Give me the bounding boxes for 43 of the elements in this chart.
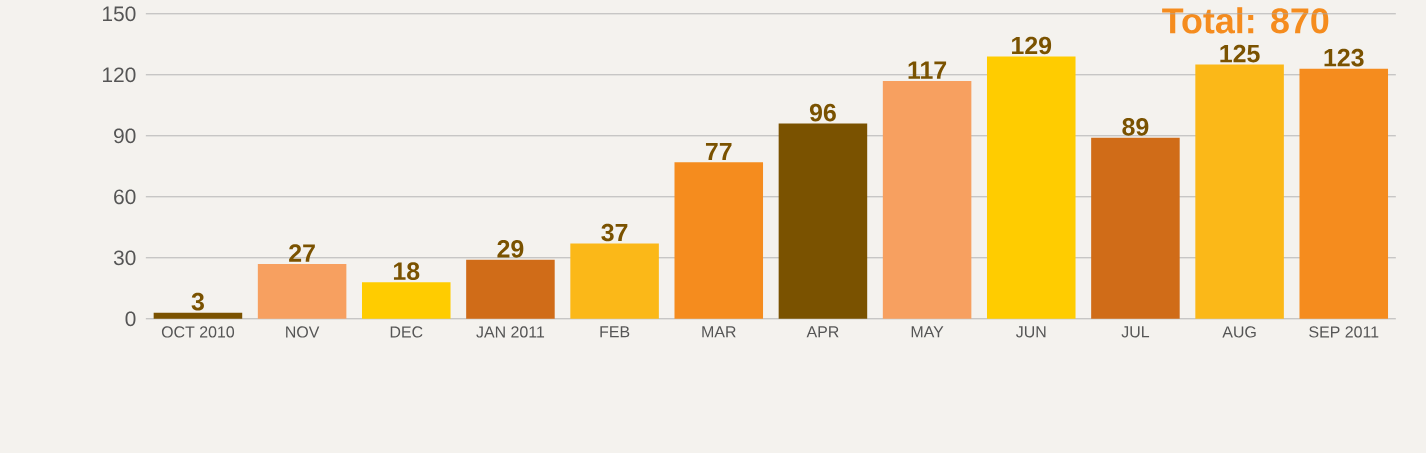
bar (1299, 68, 1389, 319)
bar (361, 282, 451, 319)
y-tick-label: 150 (103, 6, 136, 22)
x-tick-label: JUN (1016, 326, 1046, 338)
y-tick-label: 30 (113, 250, 136, 266)
data-label: 117 (908, 61, 947, 79)
data-label: 123 (1324, 48, 1364, 67)
x-tick-label: NOV (286, 326, 320, 338)
x-tick-label: MAR (702, 326, 736, 338)
x-tick-label: MAY (911, 326, 944, 338)
bar (257, 263, 347, 319)
data-label: 77 (705, 142, 732, 161)
y-tick-label: 0 (125, 311, 136, 327)
y-tick-label: 60 (114, 189, 136, 205)
data-label: 29 (497, 239, 524, 258)
x-tick-label: AUG (1222, 326, 1256, 338)
data-label: 129 (1012, 36, 1052, 55)
x-tick-label: JUL (1121, 326, 1150, 338)
bar (153, 312, 243, 319)
bar (882, 80, 972, 319)
x-tick-label: OCT 2010 (161, 326, 235, 338)
bar (1195, 64, 1284, 319)
bar (1091, 137, 1180, 319)
bar (570, 243, 659, 319)
data-label: 125 (1220, 44, 1260, 63)
bar (466, 259, 555, 319)
bar (986, 56, 1076, 319)
data-label: 18 (393, 262, 420, 280)
x-tick-label: JAN 2011 (476, 326, 545, 338)
data-label: 27 (289, 244, 315, 262)
y-tick-label: 90 (114, 128, 136, 144)
bar (674, 162, 764, 319)
data-label: 89 (1122, 117, 1149, 136)
y-tick-label: 120 (103, 67, 136, 83)
x-tick-label: APR (806, 326, 839, 338)
x-tick-label: SEP 2011 (1309, 326, 1379, 338)
chart-title: Total: 870 (1162, 7, 1329, 34)
bar (778, 123, 868, 319)
x-tick-label: FEB (600, 326, 630, 338)
data-label: 3 (191, 292, 204, 311)
x-tick-label: DEC (390, 326, 423, 338)
data-label: 37 (601, 223, 628, 242)
data-label: 96 (809, 103, 836, 122)
